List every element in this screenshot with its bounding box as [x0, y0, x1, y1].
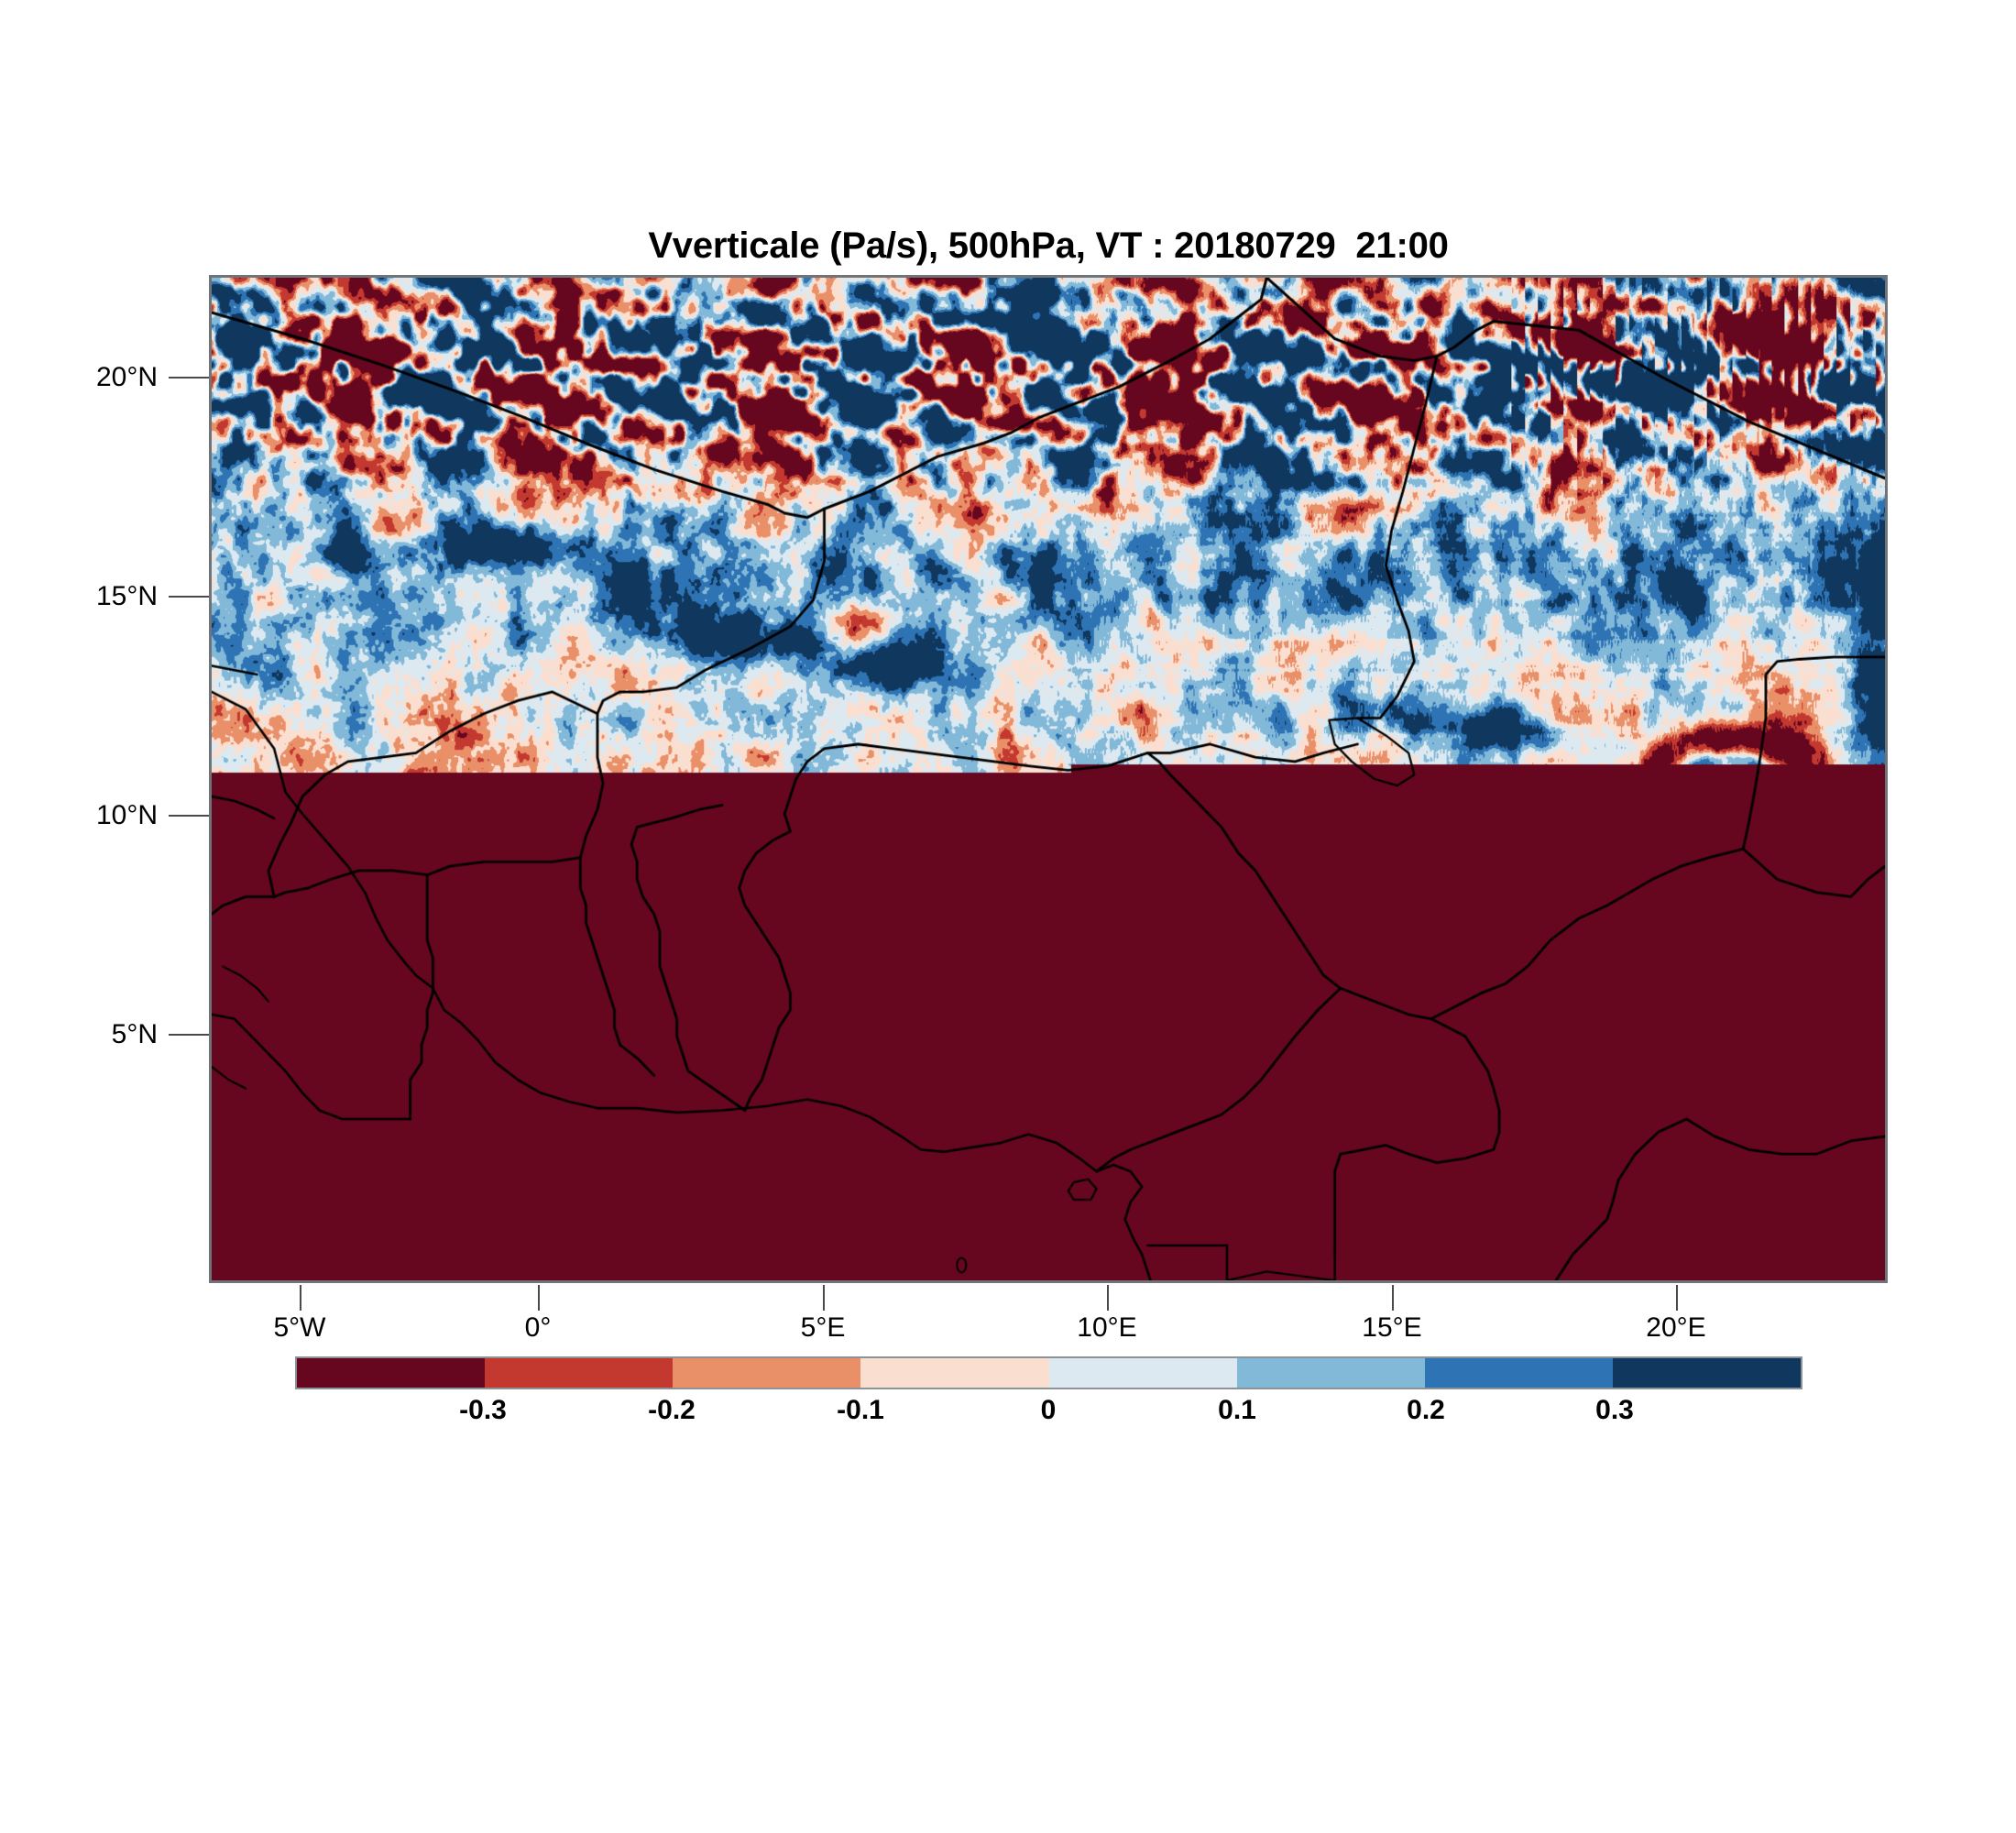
map-plot-area[interactable] — [209, 275, 1888, 1283]
colorbar-tick-m03: -0.3 — [459, 1395, 507, 1425]
colorbar-tick-02: 0.2 — [1407, 1395, 1445, 1425]
colorbar-tick-03: 0.3 — [1595, 1395, 1634, 1425]
lat-tick-10N — [169, 815, 209, 817]
colorbar-tick-m01: -0.1 — [837, 1395, 884, 1425]
lat-label-5N: 5°N — [111, 1019, 158, 1049]
lon-label-5W: 5°W — [273, 1312, 326, 1343]
contour-field-canvas — [212, 278, 1885, 1280]
lon-tick-15E — [1392, 1285, 1394, 1311]
lon-tick-20E — [1676, 1285, 1678, 1311]
colorbar-band-1 — [485, 1358, 674, 1388]
lat-label-10N: 10°N — [95, 800, 158, 830]
lat-label-20N: 20°N — [95, 362, 158, 392]
lat-tick-20N — [169, 377, 209, 379]
lat-tick-5N — [169, 1034, 209, 1036]
lon-tick-5W — [300, 1285, 301, 1311]
lon-label-0: 0° — [524, 1312, 552, 1343]
colorbar-tick-01: 0.1 — [1218, 1395, 1256, 1425]
colorbar-band-7 — [1612, 1358, 1801, 1388]
lon-label-10E: 10°E — [1077, 1312, 1137, 1343]
lon-tick-0 — [538, 1285, 540, 1311]
colorbar-band-6 — [1424, 1358, 1613, 1388]
colorbar-tick-m02: -0.2 — [648, 1395, 696, 1425]
colorbar-band-2 — [673, 1358, 861, 1388]
colorbar-band-4 — [1048, 1358, 1237, 1388]
colorbar-band-0 — [297, 1358, 486, 1388]
lon-label-20E: 20°E — [1646, 1312, 1706, 1343]
lon-label-15E: 15°E — [1362, 1312, 1422, 1343]
lon-tick-10E — [1107, 1285, 1109, 1311]
page-title: Vverticale (Pa/s), 500hPa, VT : 20180729… — [648, 225, 1449, 266]
colorbar-band-5 — [1236, 1358, 1425, 1388]
colorbar[interactable] — [295, 1356, 1802, 1389]
lon-label-5E: 5°E — [800, 1312, 846, 1343]
lat-label-15N: 15°N — [95, 581, 158, 611]
lat-tick-15N — [169, 596, 209, 598]
colorbar-band-3 — [860, 1358, 1049, 1388]
colorbar-tick-0: 0 — [1040, 1395, 1057, 1425]
lon-tick-5E — [823, 1285, 825, 1311]
